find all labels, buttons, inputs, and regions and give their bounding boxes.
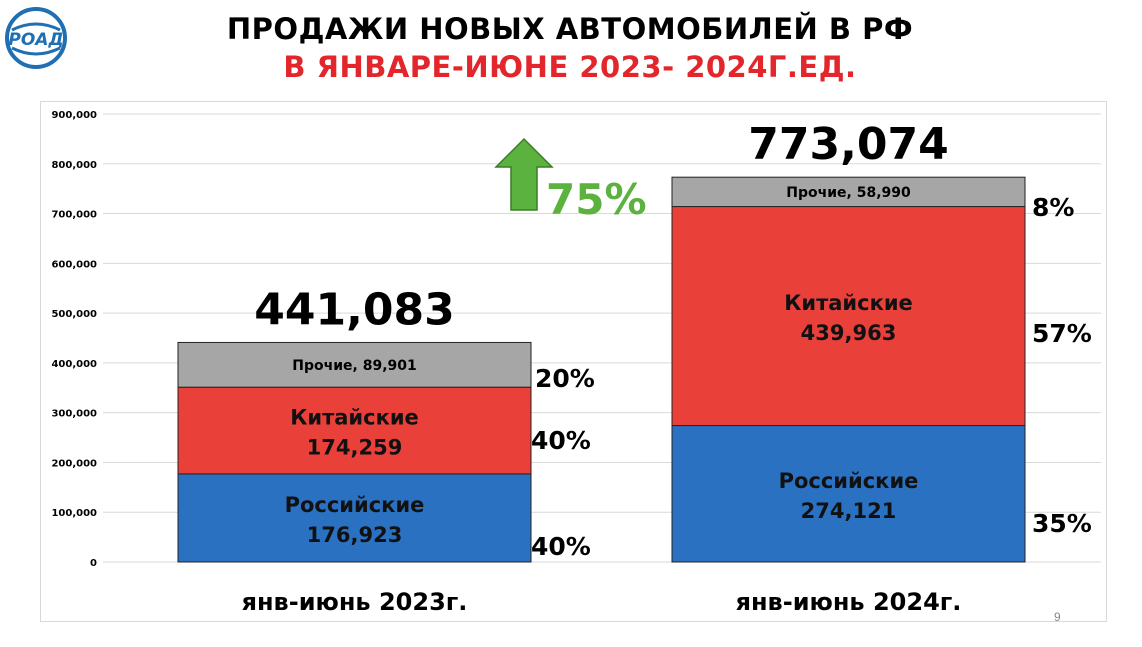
percent-label: 40%	[531, 426, 591, 455]
stacked-bar-chart: 0 100,000 200,000 300,000 400,000 500,000 600,…	[51, 110, 1101, 616]
bar-segment	[177, 473, 532, 563]
logo-text: РОАД	[8, 30, 63, 50]
y-tick-label: 200,000	[51, 458, 97, 469]
x-category-label: янв-июнь 2024г.	[736, 588, 962, 616]
bar-total-label: 441,083	[254, 284, 454, 335]
percent-label: 20%	[535, 364, 595, 393]
bar-segment	[177, 386, 532, 475]
y-tick-label: 300,000	[51, 409, 97, 420]
bar-data-label: 176,923	[307, 523, 403, 547]
bar-data-label: Прочие, 89,901	[292, 358, 417, 374]
chart-frame: 0 100,000 200,000 300,000 400,000 500,000 600,…	[40, 101, 1107, 622]
bar-data-label: 174,259	[307, 436, 403, 460]
bar-series-label: Российские	[779, 469, 919, 493]
growth-percent-label: 75%	[546, 175, 647, 224]
bar-data-label: Прочие, 58,990	[786, 185, 911, 201]
bar-data-label: 274,121	[801, 499, 897, 523]
percent-label: 57%	[1032, 319, 1092, 348]
growth-arrow-icon	[494, 137, 554, 211]
y-tick-label: 500,000	[51, 309, 97, 320]
percent-label: 8%	[1032, 193, 1074, 222]
bar-series-label: Китайские	[784, 291, 913, 315]
y-tick-label: 0	[90, 558, 97, 569]
page-subtitle: В ЯНВАРЕ-ИЮНЕ 2023- 2024Г.ЕД.	[283, 50, 857, 84]
y-tick-label: 400,000	[51, 359, 97, 370]
bar-series-label: Китайские	[290, 406, 419, 430]
y-tick-label: 800,000	[51, 160, 97, 171]
percent-label: 40%	[531, 532, 591, 561]
bar-data-label: 439,963	[801, 321, 897, 345]
bar-segment	[671, 425, 1026, 563]
bar-series-label: Российские	[285, 493, 425, 517]
x-category-label: янв-июнь 2023г.	[242, 588, 468, 616]
bar-segment	[671, 206, 1026, 427]
bar-total-label: 773,074	[748, 119, 948, 170]
bar-segment	[671, 176, 1026, 208]
bar-segment	[177, 341, 532, 388]
page-title: ПРОДАЖИ НОВЫХ АВТОМОБИЛЕЙ В РФ	[226, 12, 914, 46]
road-logo-icon: РОАД	[4, 6, 68, 70]
percent-label: 35%	[1032, 509, 1092, 538]
y-tick-label: 100,000	[51, 508, 97, 519]
page-number: 9	[1054, 610, 1061, 624]
y-tick-label: 600,000	[51, 259, 97, 270]
y-tick-label: 700,000	[51, 210, 97, 221]
y-tick-label: 900,000	[51, 110, 97, 121]
